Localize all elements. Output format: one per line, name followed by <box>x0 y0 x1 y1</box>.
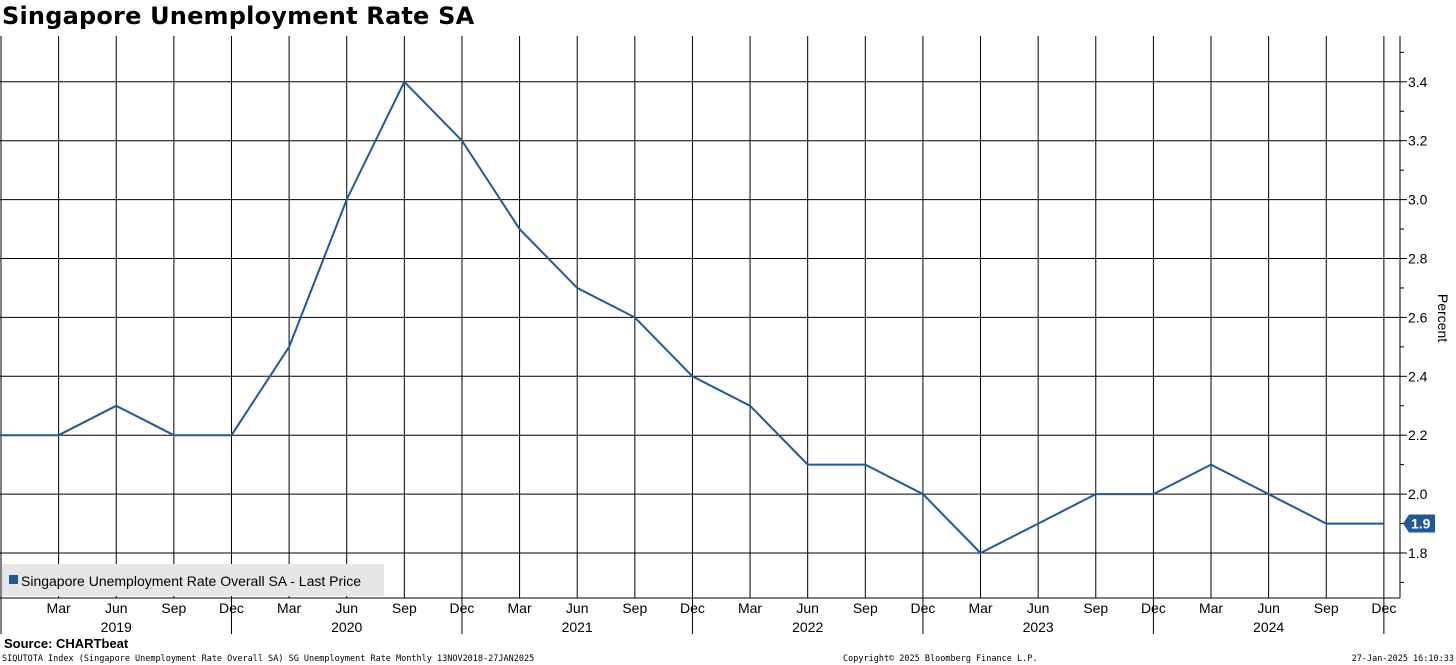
x-month-label: Sep <box>853 600 878 616</box>
x-month-label: Mar <box>968 600 992 616</box>
y-tick-label: 2.4 <box>1408 368 1428 384</box>
x-month-label: Mar <box>277 600 301 616</box>
x-year-label: 2023 <box>1023 619 1054 635</box>
series-line <box>1 80 1384 555</box>
x-month-label: Sep <box>622 600 647 616</box>
footer-ticker-info: SIQUTOTA Index (Singapore Unemployment R… <box>2 654 535 664</box>
x-year-label: 2022 <box>792 619 823 635</box>
x-year-label: 2024 <box>1253 619 1284 635</box>
x-month-label: Jun <box>566 600 589 616</box>
x-month-label: Jun <box>1027 600 1050 616</box>
x-year-label: 2021 <box>562 619 593 635</box>
x-month-label: Jun <box>105 600 128 616</box>
y-tick-label: 3.0 <box>1408 192 1428 208</box>
y-tick-label: 2.8 <box>1408 251 1428 267</box>
x-month-label: Jun <box>335 600 358 616</box>
x-month-label: Sep <box>392 600 417 616</box>
last-value-badge <box>1403 514 1435 533</box>
y-tick-label: 2.2 <box>1408 427 1428 443</box>
x-month-label: Mar <box>738 600 762 616</box>
x-month-label: Sep <box>1083 600 1108 616</box>
x-month-label: Sep <box>161 600 186 616</box>
footer-copyright: Copyright© 2025 Bloomberg Finance L.P. <box>843 654 1038 664</box>
x-month-label: Jun <box>796 600 819 616</box>
x-month-label: Mar <box>508 600 532 616</box>
x-year-label: 2020 <box>331 619 362 635</box>
y-tick-label: 2.0 <box>1408 486 1428 502</box>
y-tick-label: 3.4 <box>1408 74 1428 90</box>
last-value-label: 1.9 <box>1411 516 1431 532</box>
y-tick-label: 1.8 <box>1408 545 1428 561</box>
chart-title: Singapore Unemployment Rate SA <box>2 2 475 30</box>
legend-label: Singapore Unemployment Rate Overall SA -… <box>21 573 361 589</box>
source-note: Source: CHARTbeat <box>4 636 129 651</box>
x-month-label: Jun <box>1257 600 1280 616</box>
x-month-label: Mar <box>47 600 71 616</box>
legend-swatch <box>9 575 18 584</box>
x-month-label: Mar <box>1199 600 1223 616</box>
y-axis-title: Percent <box>1435 294 1451 342</box>
y-tick-label: 3.2 <box>1408 133 1428 149</box>
x-month-label: Sep <box>1314 600 1339 616</box>
footer-timestamp: 27-Jan-2025 16:10:33 <box>1351 654 1454 664</box>
legend-box <box>2 564 384 596</box>
x-year-label: 2019 <box>101 619 132 635</box>
y-tick-label: 2.6 <box>1408 309 1428 325</box>
